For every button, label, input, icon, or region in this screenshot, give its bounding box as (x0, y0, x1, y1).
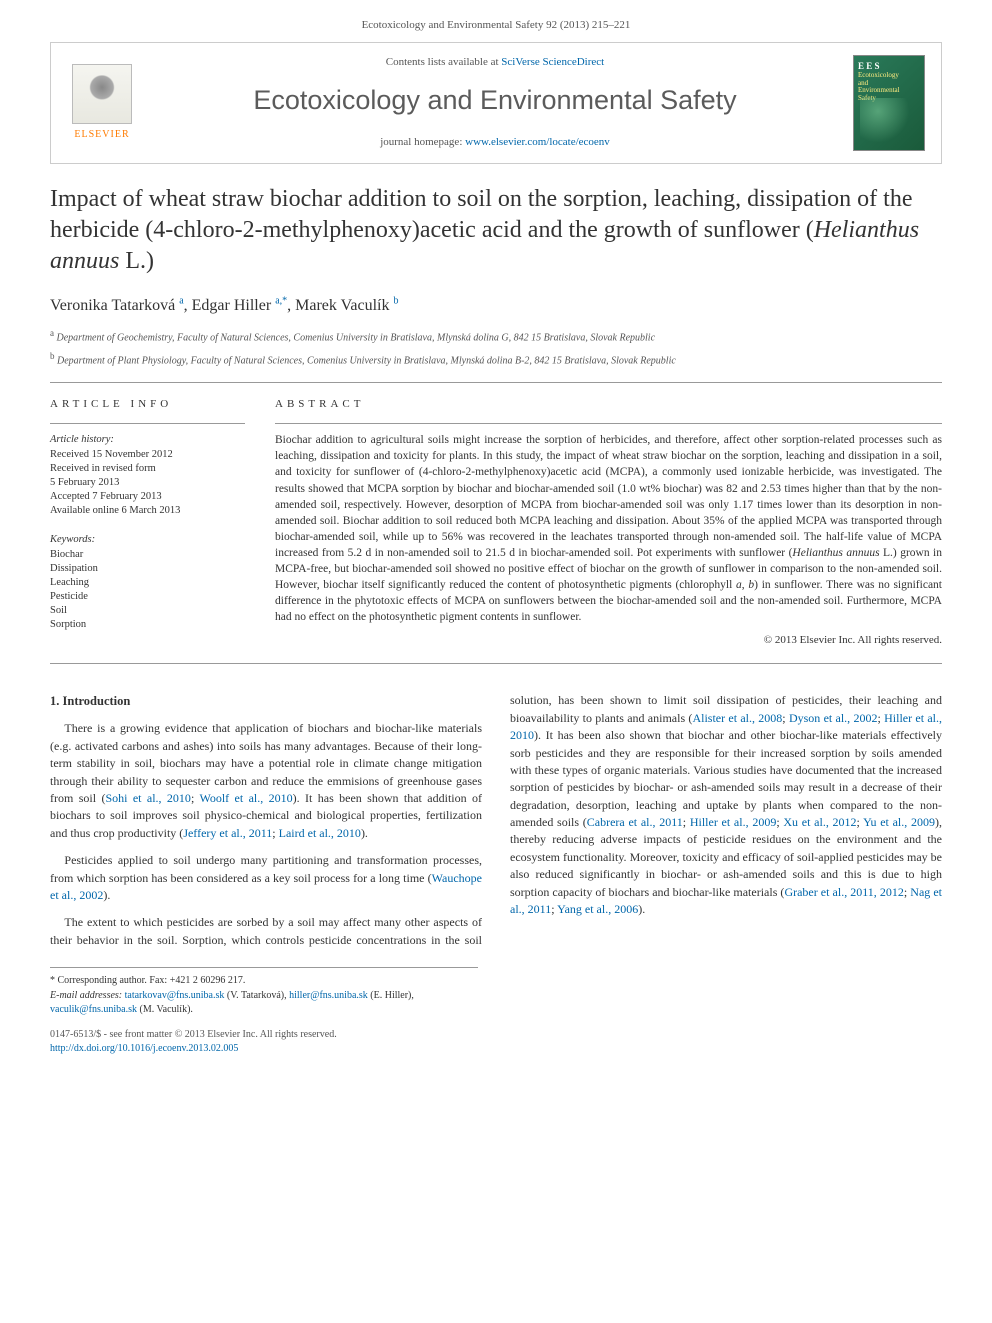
author-list: Veronika Tatarková a, Edgar Hiller a,*, … (50, 294, 942, 317)
publisher-logo: ELSEVIER (67, 63, 137, 143)
journal-masthead: ELSEVIER Contents lists available at Sci… (50, 42, 942, 164)
aff-text: Department of Geochemistry, Faculty of N… (57, 332, 656, 343)
journal-homepage-link[interactable]: www.elsevier.com/locate/ecoenv (465, 136, 610, 148)
keyword: Leaching (50, 576, 245, 590)
keywords-label: Keywords: (50, 532, 245, 547)
elsevier-tree-icon (72, 64, 132, 124)
contents-prefix: Contents lists available at (386, 56, 501, 68)
history-item: 5 February 2013 (50, 476, 245, 490)
contents-available-line: Contents lists available at SciVerse Sci… (153, 55, 837, 71)
article-info-heading: article info (50, 397, 245, 413)
history-label: Article history: (50, 432, 245, 447)
masthead-center: Contents lists available at SciVerse Sci… (153, 55, 837, 150)
journal-homepage-line: journal homepage: www.elsevier.com/locat… (153, 135, 837, 151)
keyword: Sorption (50, 618, 245, 632)
keyword: Pesticide (50, 590, 245, 604)
affiliation-a: a Department of Geochemistry, Faculty of… (50, 327, 942, 346)
corresponding-author: * Corresponding author. Fax: +421 2 6029… (50, 974, 478, 989)
aff-marker: b (50, 351, 55, 361)
cover-word-4: Safety (858, 95, 920, 103)
homepage-prefix: journal homepage: (380, 136, 465, 148)
article-title: Impact of wheat straw biochar addition t… (50, 184, 942, 278)
divider (50, 423, 245, 424)
body-paragraph: Pesticides applied to soil undergo many … (50, 852, 482, 904)
doi-link[interactable]: http://dx.doi.org/10.1016/j.ecoenv.2013.… (50, 1043, 238, 1054)
history-item: Received 15 November 2012 (50, 448, 245, 462)
article-content: Impact of wheat straw biochar addition t… (0, 184, 992, 1097)
keyword: Dissipation (50, 562, 245, 576)
section-heading: 1. Introduction (50, 692, 482, 710)
footnotes: * Corresponding author. Fax: +421 2 6029… (50, 967, 478, 1018)
email-addresses: E-mail addresses: tatarkovav@fns.uniba.s… (50, 989, 478, 1018)
keyword: Biochar (50, 548, 245, 562)
article-body: 1. Introduction There is a growing evide… (50, 692, 942, 949)
divider (50, 382, 942, 383)
journal-cover-thumbnail: E E S Ecotoxicology and Environmental Sa… (853, 55, 925, 151)
running-head: Ecotoxicology and Environmental Safety 9… (0, 0, 992, 42)
publisher-name: ELSEVIER (74, 128, 129, 143)
affiliation-b: b Department of Plant Physiology, Facult… (50, 350, 942, 369)
journal-title: Ecotoxicology and Environmental Safety (153, 81, 837, 120)
history-item: Received in revised form (50, 462, 245, 476)
divider (275, 423, 942, 424)
abstract-heading: abstract (275, 397, 942, 413)
history-item: Available online 6 March 2013 (50, 504, 245, 518)
history-item: Accepted 7 February 2013 (50, 490, 245, 504)
keyword: Soil (50, 604, 245, 618)
article-info-block: article info Article history: Received 1… (50, 397, 245, 649)
divider (50, 663, 942, 664)
email-label: E-mail addresses: (50, 990, 125, 1001)
abstract-copyright: © 2013 Elsevier Inc. All rights reserved… (275, 633, 942, 649)
sciencedirect-link[interactable]: SciVerse ScienceDirect (501, 56, 604, 68)
article-info-row: article info Article history: Received 1… (50, 397, 942, 649)
abstract-text: Biochar addition to agricultural soils m… (275, 432, 942, 625)
issn-line: 0147-6513/$ - see front matter © 2013 El… (50, 1028, 478, 1043)
footer-meta: 0147-6513/$ - see front matter © 2013 El… (50, 1028, 478, 1057)
abstract-block: abstract Biochar addition to agricultura… (275, 397, 942, 649)
body-paragraph: There is a growing evidence that applica… (50, 720, 482, 842)
aff-marker: a (50, 328, 54, 338)
aff-text: Department of Plant Physiology, Faculty … (57, 355, 676, 366)
